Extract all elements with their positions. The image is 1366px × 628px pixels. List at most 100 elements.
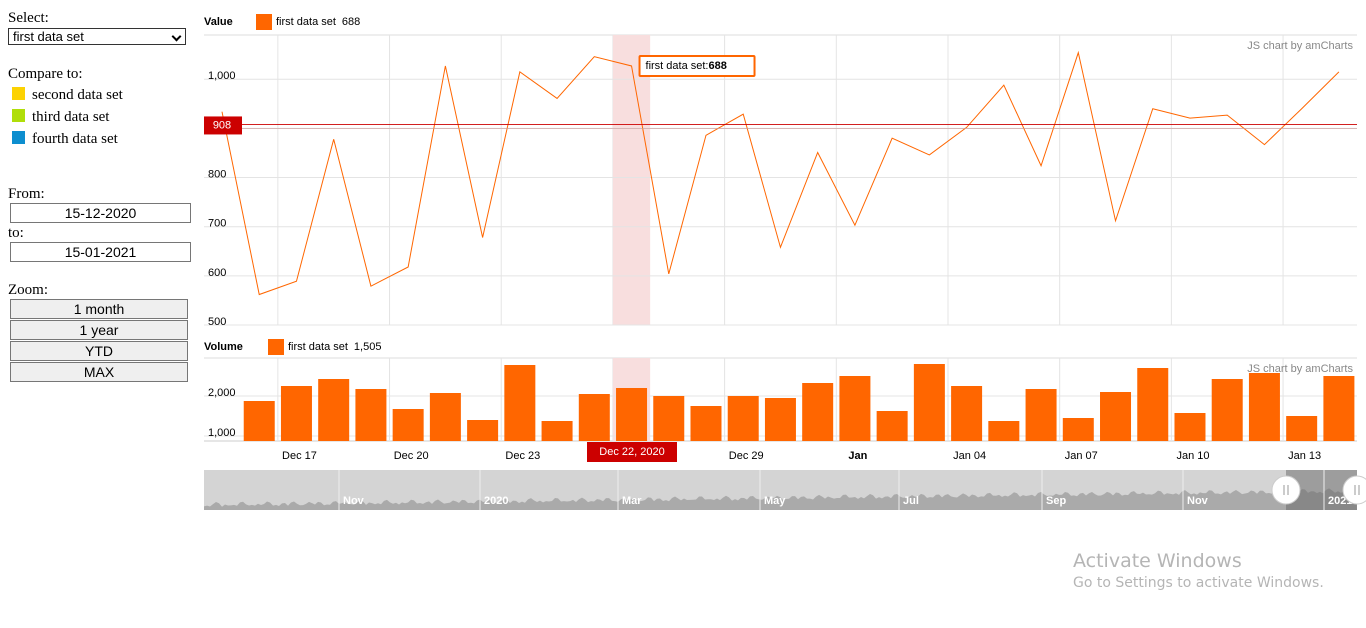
compare-option[interactable]: fourth data set (12, 131, 118, 148)
credit: JS chart by amCharts (1247, 40, 1353, 52)
navigator-area (204, 488, 1357, 510)
to-label: to: (8, 225, 24, 241)
x-tick-label: Jan 04 (953, 450, 986, 462)
bar (429, 393, 461, 441)
navigator-label: 2020 (484, 495, 508, 507)
y-tick-label: 1,000 (208, 427, 236, 439)
zoom-button[interactable]: 1 year (10, 320, 188, 340)
legend-value: 688 (342, 16, 360, 28)
bar (578, 394, 610, 441)
legend-value: 1,505 (354, 341, 382, 353)
x-tick-label: Dec 17 (282, 450, 317, 462)
bar (913, 364, 945, 441)
zoom-label: Zoom: (8, 282, 48, 298)
legend-name: first data set (288, 341, 348, 353)
x-tick-label: Jan 10 (1176, 450, 1209, 462)
compare-name: second data set (32, 87, 123, 103)
line (221, 50, 1340, 296)
navigator-label: Mar (622, 495, 642, 507)
navigator-label: Jul (903, 495, 919, 507)
navigator-labels: Nov 2020 Mar May Jul Sep Nov 2021 (338, 470, 1352, 510)
bar (1100, 392, 1132, 441)
zoom-button[interactable]: 1 month (10, 299, 188, 319)
y-tick-label: 800 (208, 168, 226, 180)
bar (951, 386, 983, 441)
compare-swatch (12, 87, 25, 100)
bar (616, 388, 648, 441)
y-tick-label: 1,000 (208, 70, 236, 82)
navigator-label: Nov (343, 495, 365, 507)
compare-name: third data set (32, 109, 110, 125)
bar (1323, 376, 1355, 441)
bar (280, 386, 312, 441)
y-tick-label: 2,000 (208, 387, 236, 399)
x-tick-label: Jan 13 (1288, 450, 1321, 462)
from-label: From: (8, 186, 45, 202)
bar (764, 398, 796, 441)
guide-label: 908 (213, 119, 231, 131)
tooltip-label: first data set: (646, 60, 709, 72)
bar (1211, 379, 1243, 441)
x-tick-label: Jan (848, 450, 867, 462)
compare-swatch (12, 131, 25, 144)
zoom-button[interactable]: MAX (10, 362, 188, 382)
bar (1174, 413, 1206, 441)
legend-swatch (256, 14, 272, 30)
x-tick-label: Jan 07 (1065, 450, 1098, 462)
bar (876, 411, 908, 441)
bar (653, 396, 685, 441)
compare-swatch (12, 109, 25, 122)
bar (802, 383, 834, 441)
bar (243, 401, 275, 441)
plot (221, 50, 1340, 296)
tooltip-box (638, 54, 756, 77)
y-tick-label: 500 (208, 316, 226, 328)
zoom-button[interactable]: YTD (10, 341, 188, 361)
watermark-title: Activate Windows (1073, 550, 1242, 572)
bar (1137, 368, 1169, 441)
navigator-label: Sep (1046, 495, 1066, 507)
compare-option[interactable]: second data set (12, 87, 123, 104)
bar (690, 406, 722, 441)
bar (467, 420, 499, 441)
bar (541, 421, 573, 441)
bar (1286, 416, 1318, 441)
plot (243, 364, 1355, 441)
guide-label-bg (204, 116, 242, 135)
legend-swatch (268, 339, 284, 355)
bar (355, 389, 387, 441)
cursor-label-bg (587, 442, 677, 462)
bar (988, 421, 1020, 441)
compare-label: Compare to: (8, 66, 83, 82)
x-tick-label: Dec 29 (729, 450, 764, 462)
bar (1025, 389, 1057, 441)
panel-title: Volume (204, 341, 243, 353)
bar (1062, 418, 1094, 441)
dataset-select[interactable]: first data set (8, 28, 186, 45)
x-tick-label: Dec 20 (394, 450, 429, 462)
y-tick-label: 700 (208, 218, 226, 230)
bar (1248, 373, 1280, 441)
select-label: Select: (8, 10, 49, 26)
bar (504, 365, 536, 441)
cursor-band (612, 35, 651, 325)
to-input[interactable]: 15-01-2021 (10, 242, 191, 262)
watermark-text: Go to Settings to activate Windows. (1073, 575, 1324, 591)
y-tick-label: 600 (208, 267, 226, 279)
cursor-label: Dec 22, 2020 (599, 446, 664, 458)
watermark: Activate Windows Go to Settings to activ… (1073, 550, 1324, 591)
bar (392, 409, 424, 441)
bar (318, 379, 350, 441)
bar (839, 376, 871, 441)
navigator-handle[interactable] (1271, 475, 1301, 505)
compare-option[interactable]: third data set (12, 109, 109, 126)
from-input[interactable]: 15-12-2020 (10, 203, 191, 223)
x-tick-label: Dec 23 (505, 450, 540, 462)
tooltip-value: 688 (709, 60, 727, 72)
credit: JS chart by amCharts (1247, 363, 1353, 375)
compare-name: fourth data set (32, 131, 118, 147)
navigator-label: Nov (1187, 495, 1209, 507)
panel-title: Value (204, 16, 233, 28)
